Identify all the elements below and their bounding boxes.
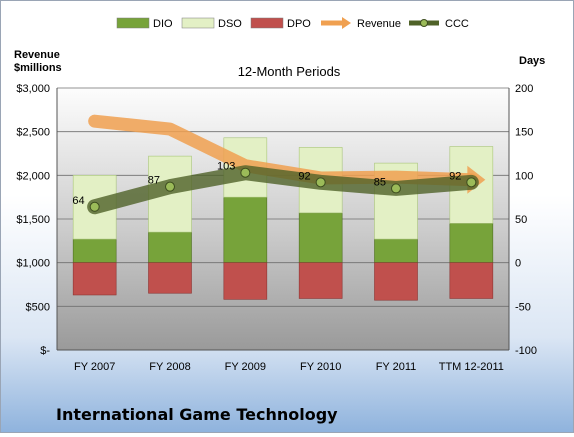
category-label: FY 2011	[376, 361, 417, 373]
bar-dio	[148, 231, 192, 263]
left-tick-label: $500	[26, 301, 50, 313]
bar-dpo	[72, 262, 117, 296]
category-label: TTM 12-2011	[439, 361, 504, 373]
left-axis-label-line1: Revenue	[14, 49, 60, 61]
axes: $- $500 $1,000 $1,500 $2,000 $2,500 $3,000 -100…	[16, 83, 537, 373]
legend-label: DIO	[153, 18, 173, 30]
ccc-data-label: 92	[449, 170, 461, 182]
ccc-point	[391, 183, 401, 194]
left-tick-label: $2,000	[16, 170, 50, 182]
legend: DIO DSO DPO Revenue CCC	[116, 17, 469, 30]
category-label: FY 2010	[300, 361, 341, 373]
legend-swatch-dio	[116, 17, 150, 29]
bar-dpo	[298, 262, 343, 299]
right-tick-label: -50	[515, 301, 531, 313]
right-axis-label: Days	[519, 55, 545, 67]
right-tick-label: 100	[515, 170, 533, 182]
bar-dio	[298, 212, 343, 263]
ccc-point	[466, 177, 477, 188]
legend-swatch-dpo	[250, 17, 284, 29]
bar-dpo	[223, 262, 268, 300]
company-name: International Game Technology	[56, 405, 338, 424]
bar-dpo	[449, 262, 494, 299]
bar-dpo	[148, 262, 192, 294]
left-tick-label: $1,500	[16, 214, 50, 226]
ccc-data-label: 64	[72, 195, 84, 207]
bar-dpo	[374, 262, 418, 301]
ccc-point	[240, 167, 251, 178]
bar-dio	[449, 223, 494, 263]
ccc-point	[315, 177, 326, 188]
ccc-data-label: 103	[217, 161, 235, 173]
legend-label: DSO	[218, 18, 242, 30]
right-tick-label: 0	[515, 258, 521, 270]
ccc-point	[89, 201, 100, 212]
category-label: FY 2007	[74, 361, 115, 373]
left-tick-label: $1,000	[16, 258, 50, 270]
category-label: FY 2009	[225, 361, 266, 373]
bar-dio	[374, 238, 418, 263]
left-tick-label: $3,000	[16, 83, 50, 95]
right-tick-label: 150	[515, 127, 533, 139]
legend-swatch-revenue-arrow	[342, 17, 351, 29]
bar-dio	[72, 238, 117, 263]
category-label: FY 2008	[149, 361, 190, 373]
bar-dio	[223, 196, 268, 263]
left-tick-label: $2,500	[16, 127, 50, 139]
legend-swatch-dso	[181, 17, 215, 29]
left-tick-label: $-	[40, 345, 50, 357]
right-tick-label: 200	[515, 83, 533, 95]
chart-title: 12-Month Periods	[238, 64, 341, 79]
lines: 64 87 103 92 85 92	[72, 114, 486, 215]
right-tick-label: 50	[515, 214, 527, 226]
ccc-data-label: 87	[148, 175, 160, 187]
legend-label: CCC	[445, 18, 469, 30]
legend-label: DPO	[287, 18, 311, 30]
right-tick-label: -100	[515, 345, 537, 357]
ccc-data-label: 92	[298, 170, 310, 182]
legend-label: Revenue	[357, 18, 401, 30]
left-axis-label-line2: $millions	[14, 62, 62, 74]
ccc-point	[165, 181, 175, 192]
ccc-data-label: 85	[374, 176, 386, 188]
ccc-line	[87, 165, 479, 215]
legend-swatch-ccc-marker	[420, 19, 428, 27]
